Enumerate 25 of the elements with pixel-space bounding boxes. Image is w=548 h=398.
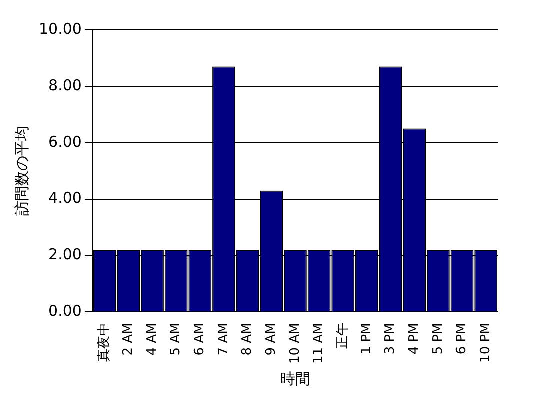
x-tick-label: 11 AM <box>312 323 327 364</box>
y-tick-label: 0.00 <box>48 302 82 320</box>
x-tick-label: 正午 <box>336 323 350 350</box>
x-tick-label: 9 AM <box>264 323 280 356</box>
y-axis-title: 訪問数の平均 <box>12 126 31 216</box>
x-tick-label: 2 AM <box>121 323 136 356</box>
x-tick-label: 真夜中 <box>96 323 112 362</box>
x-axis-title: 時間 <box>280 370 310 388</box>
y-tick-label: 6.00 <box>48 132 82 151</box>
x-tick-label: 1 PM <box>359 323 374 355</box>
x-tick-label: 3 PM <box>383 323 398 355</box>
x-tick-label: 4 PM <box>406 323 422 355</box>
x-tick-label: 8 AM <box>240 323 256 356</box>
x-tick-label: 7 AM <box>216 323 232 356</box>
x-tick-label: 10 PM <box>478 323 494 363</box>
y-tick-label: 2.00 <box>48 246 82 264</box>
x-tick-label: 4 AM <box>144 323 160 356</box>
y-tick-label: 10.00 <box>38 20 82 38</box>
x-tick-label: 6 PM <box>454 323 470 355</box>
y-tick-label: 8.00 <box>48 76 82 94</box>
x-tick-label: 10 AM <box>288 323 303 364</box>
x-tick-label: 6 AM <box>192 323 208 356</box>
x-tick-label: 5 PM <box>430 323 446 355</box>
x-tick-label: 5 AM <box>168 323 184 356</box>
y-tick-label: 4.00 <box>48 189 82 208</box>
